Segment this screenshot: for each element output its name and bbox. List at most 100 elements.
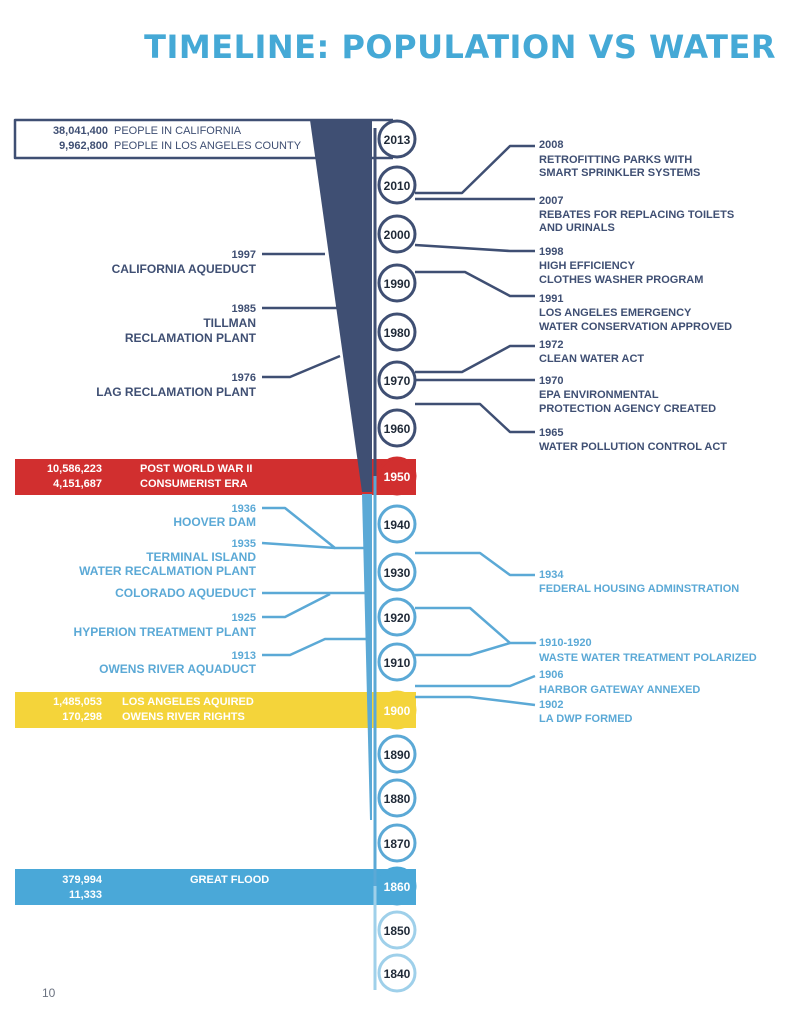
year-label-1920: 1920 bbox=[384, 611, 411, 625]
year-label-1870: 1870 bbox=[384, 837, 411, 851]
page-title: TIMELINE: POPULATION VS WATER bbox=[144, 28, 776, 66]
year-marker-1840 bbox=[377, 953, 417, 993]
left-event-label-6: HYPERION TREATMENT PLANT bbox=[74, 625, 257, 639]
right-event-label-1: REBATES FOR REPLACING TOILETS AND URINALS bbox=[539, 209, 734, 234]
year-marker-1900 bbox=[377, 690, 417, 730]
population-label-post-war: CONSUMERIST ERA bbox=[140, 478, 248, 490]
left-event-connector-2 bbox=[262, 354, 341, 379]
year-marker-1880 bbox=[377, 778, 417, 818]
year-marker-1930 bbox=[377, 552, 417, 592]
population-wedge-modern bbox=[310, 120, 372, 492]
left-event-connector-4 bbox=[261, 541, 336, 550]
year-label-1980: 1980 bbox=[384, 326, 411, 340]
band-flood bbox=[15, 869, 416, 905]
left-event-label-4: TERMINAL ISLAND WATER RECALMATION PLANT bbox=[79, 550, 257, 578]
right-event-label-line: HARBOR GATEWAY ANNEXED bbox=[539, 684, 700, 696]
right-event-label-8: WASTE WATER TREATMENT POLARIZED bbox=[539, 652, 757, 664]
right-event-label-line: CLEAN WATER ACT bbox=[539, 353, 644, 365]
left-event-year-7: 1913 bbox=[232, 650, 256, 662]
year-marker-1940 bbox=[377, 504, 417, 544]
right-event-connector-10 bbox=[415, 695, 536, 707]
right-event-connector-4 bbox=[415, 344, 535, 374]
right-event-connector-9 bbox=[415, 674, 536, 688]
right-event-connector-7 bbox=[415, 551, 535, 577]
right-event-year-7: 1934 bbox=[539, 569, 564, 581]
right-event-connector-0 bbox=[415, 144, 535, 195]
year-label-1910: 1910 bbox=[384, 656, 411, 670]
right-event-year-1: 2007 bbox=[539, 195, 563, 207]
year-marker-2010 bbox=[377, 165, 417, 205]
right-event-label-7: FEDERAL HOUSING ADMINSTRATION bbox=[539, 583, 739, 595]
right-event-label-0: RETROFITTING PARKS WITH SMART SPRINKLER S… bbox=[539, 154, 700, 179]
right-event-label-line: PROTECTION AGENCY CREATED bbox=[539, 403, 716, 415]
population-value-flood: 379,994 bbox=[62, 874, 103, 886]
left-event-label-5: COLORADO AQUEDUCT bbox=[115, 586, 257, 600]
right-event-label-line: LOS ANGELES EMERGENCY bbox=[539, 307, 692, 319]
right-event-year-10: 1902 bbox=[539, 699, 563, 711]
left-event-label-line: HYPERION TREATMENT PLANT bbox=[74, 625, 257, 639]
right-event-label-line: HIGH EFFICIENCY bbox=[539, 260, 636, 272]
year-label-1840: 1840 bbox=[384, 967, 411, 981]
left-event-label-3: HOOVER DAM bbox=[173, 515, 256, 529]
right-event-label-5: EPA ENVIRONMENTAL PROTECTION AGENCY CREAT… bbox=[539, 389, 716, 415]
year-label-2013: 2013 bbox=[384, 133, 411, 147]
population-label-current: PEOPLE IN CALIFORNIA bbox=[114, 125, 242, 137]
year-label-2000: 2000 bbox=[384, 228, 411, 242]
year-label-1890: 1890 bbox=[384, 748, 411, 762]
right-event-connector-3 bbox=[415, 270, 535, 298]
year-label-1950: 1950 bbox=[384, 470, 411, 484]
right-event-label-line: WATER CONSERVATION APPROVED bbox=[539, 321, 732, 333]
year-label-1940: 1940 bbox=[384, 518, 411, 532]
right-event-label-line: CLOTHES WASHER PROGRAM bbox=[539, 274, 703, 286]
right-event-year-2: 1998 bbox=[539, 246, 563, 258]
left-event-connector-6 bbox=[262, 592, 331, 619]
right-event-label-line: REBATES FOR REPLACING TOILETS bbox=[539, 209, 734, 221]
population-value-owens: 1,485,053 bbox=[53, 696, 102, 708]
year-label-1990: 1990 bbox=[384, 277, 411, 291]
population-label-flood: GREAT FLOOD bbox=[190, 874, 269, 886]
right-event-label-line: WASTE WATER TREATMENT POLARIZED bbox=[539, 652, 757, 664]
year-marker-1870 bbox=[377, 823, 417, 863]
year-marker-1980 bbox=[377, 312, 417, 352]
year-marker-1950 bbox=[377, 456, 417, 496]
year-label-1900: 1900 bbox=[384, 704, 411, 718]
population-value-post-war: 4,151,687 bbox=[53, 478, 102, 490]
right-event-label-line: AND URINALS bbox=[539, 222, 615, 234]
left-event-label-line: COLORADO AQUEDUCT bbox=[115, 586, 257, 600]
right-event-year-5: 1970 bbox=[539, 375, 563, 387]
year-label-1850: 1850 bbox=[384, 924, 411, 938]
year-marker-1860 bbox=[377, 866, 417, 906]
left-event-label-line: OWENS RIVER AQUADUCT bbox=[99, 662, 257, 676]
left-event-label-line: RECLAMATION PLANT bbox=[125, 331, 257, 345]
right-event-year-3: 1991 bbox=[539, 293, 563, 305]
left-event-connector-7 bbox=[262, 637, 372, 657]
right-event-label-line: RETROFITTING PARKS WITH bbox=[539, 154, 692, 166]
left-event-label-line: CALIFORNIA AQUEDUCT bbox=[112, 262, 257, 276]
year-marker-2000 bbox=[377, 214, 417, 254]
year-label-1960: 1960 bbox=[384, 422, 411, 436]
year-marker-1890 bbox=[377, 734, 417, 774]
right-event-label-4: CLEAN WATER ACT bbox=[539, 353, 644, 365]
year-label-2010: 2010 bbox=[384, 179, 411, 193]
year-marker-1990 bbox=[377, 263, 417, 303]
right-event-connector-2 bbox=[414, 243, 535, 253]
right-event-connector-6 bbox=[415, 402, 535, 434]
page-number: 10 bbox=[42, 986, 56, 1000]
left-event-year-6: 1925 bbox=[232, 612, 256, 624]
right-event-year-9: 1906 bbox=[539, 669, 563, 681]
right-event-label-line: LA DWP FORMED bbox=[539, 713, 633, 725]
band-outline-current bbox=[13, 118, 393, 160]
right-event-label-3: LOS ANGELES EMERGENCY WATER CONSERVATION … bbox=[539, 307, 732, 333]
right-event-connector-8 bbox=[415, 606, 537, 657]
right-event-year-4: 1972 bbox=[539, 339, 563, 351]
year-marker-1910 bbox=[377, 642, 417, 682]
band-post-war bbox=[15, 459, 416, 495]
left-event-label-line: HOOVER DAM bbox=[173, 515, 256, 529]
right-event-label-6: WATER POLLUTION CONTROL ACT bbox=[539, 441, 727, 453]
population-value-current: 38,041,400 bbox=[53, 125, 108, 137]
right-event-year-8: 1910-1920 bbox=[539, 637, 592, 649]
left-event-label-line: TERMINAL ISLAND bbox=[146, 550, 256, 564]
left-event-label-line: TILLMAN bbox=[203, 316, 256, 330]
left-event-label-1: TILLMAN RECLAMATION PLANT bbox=[125, 316, 257, 345]
